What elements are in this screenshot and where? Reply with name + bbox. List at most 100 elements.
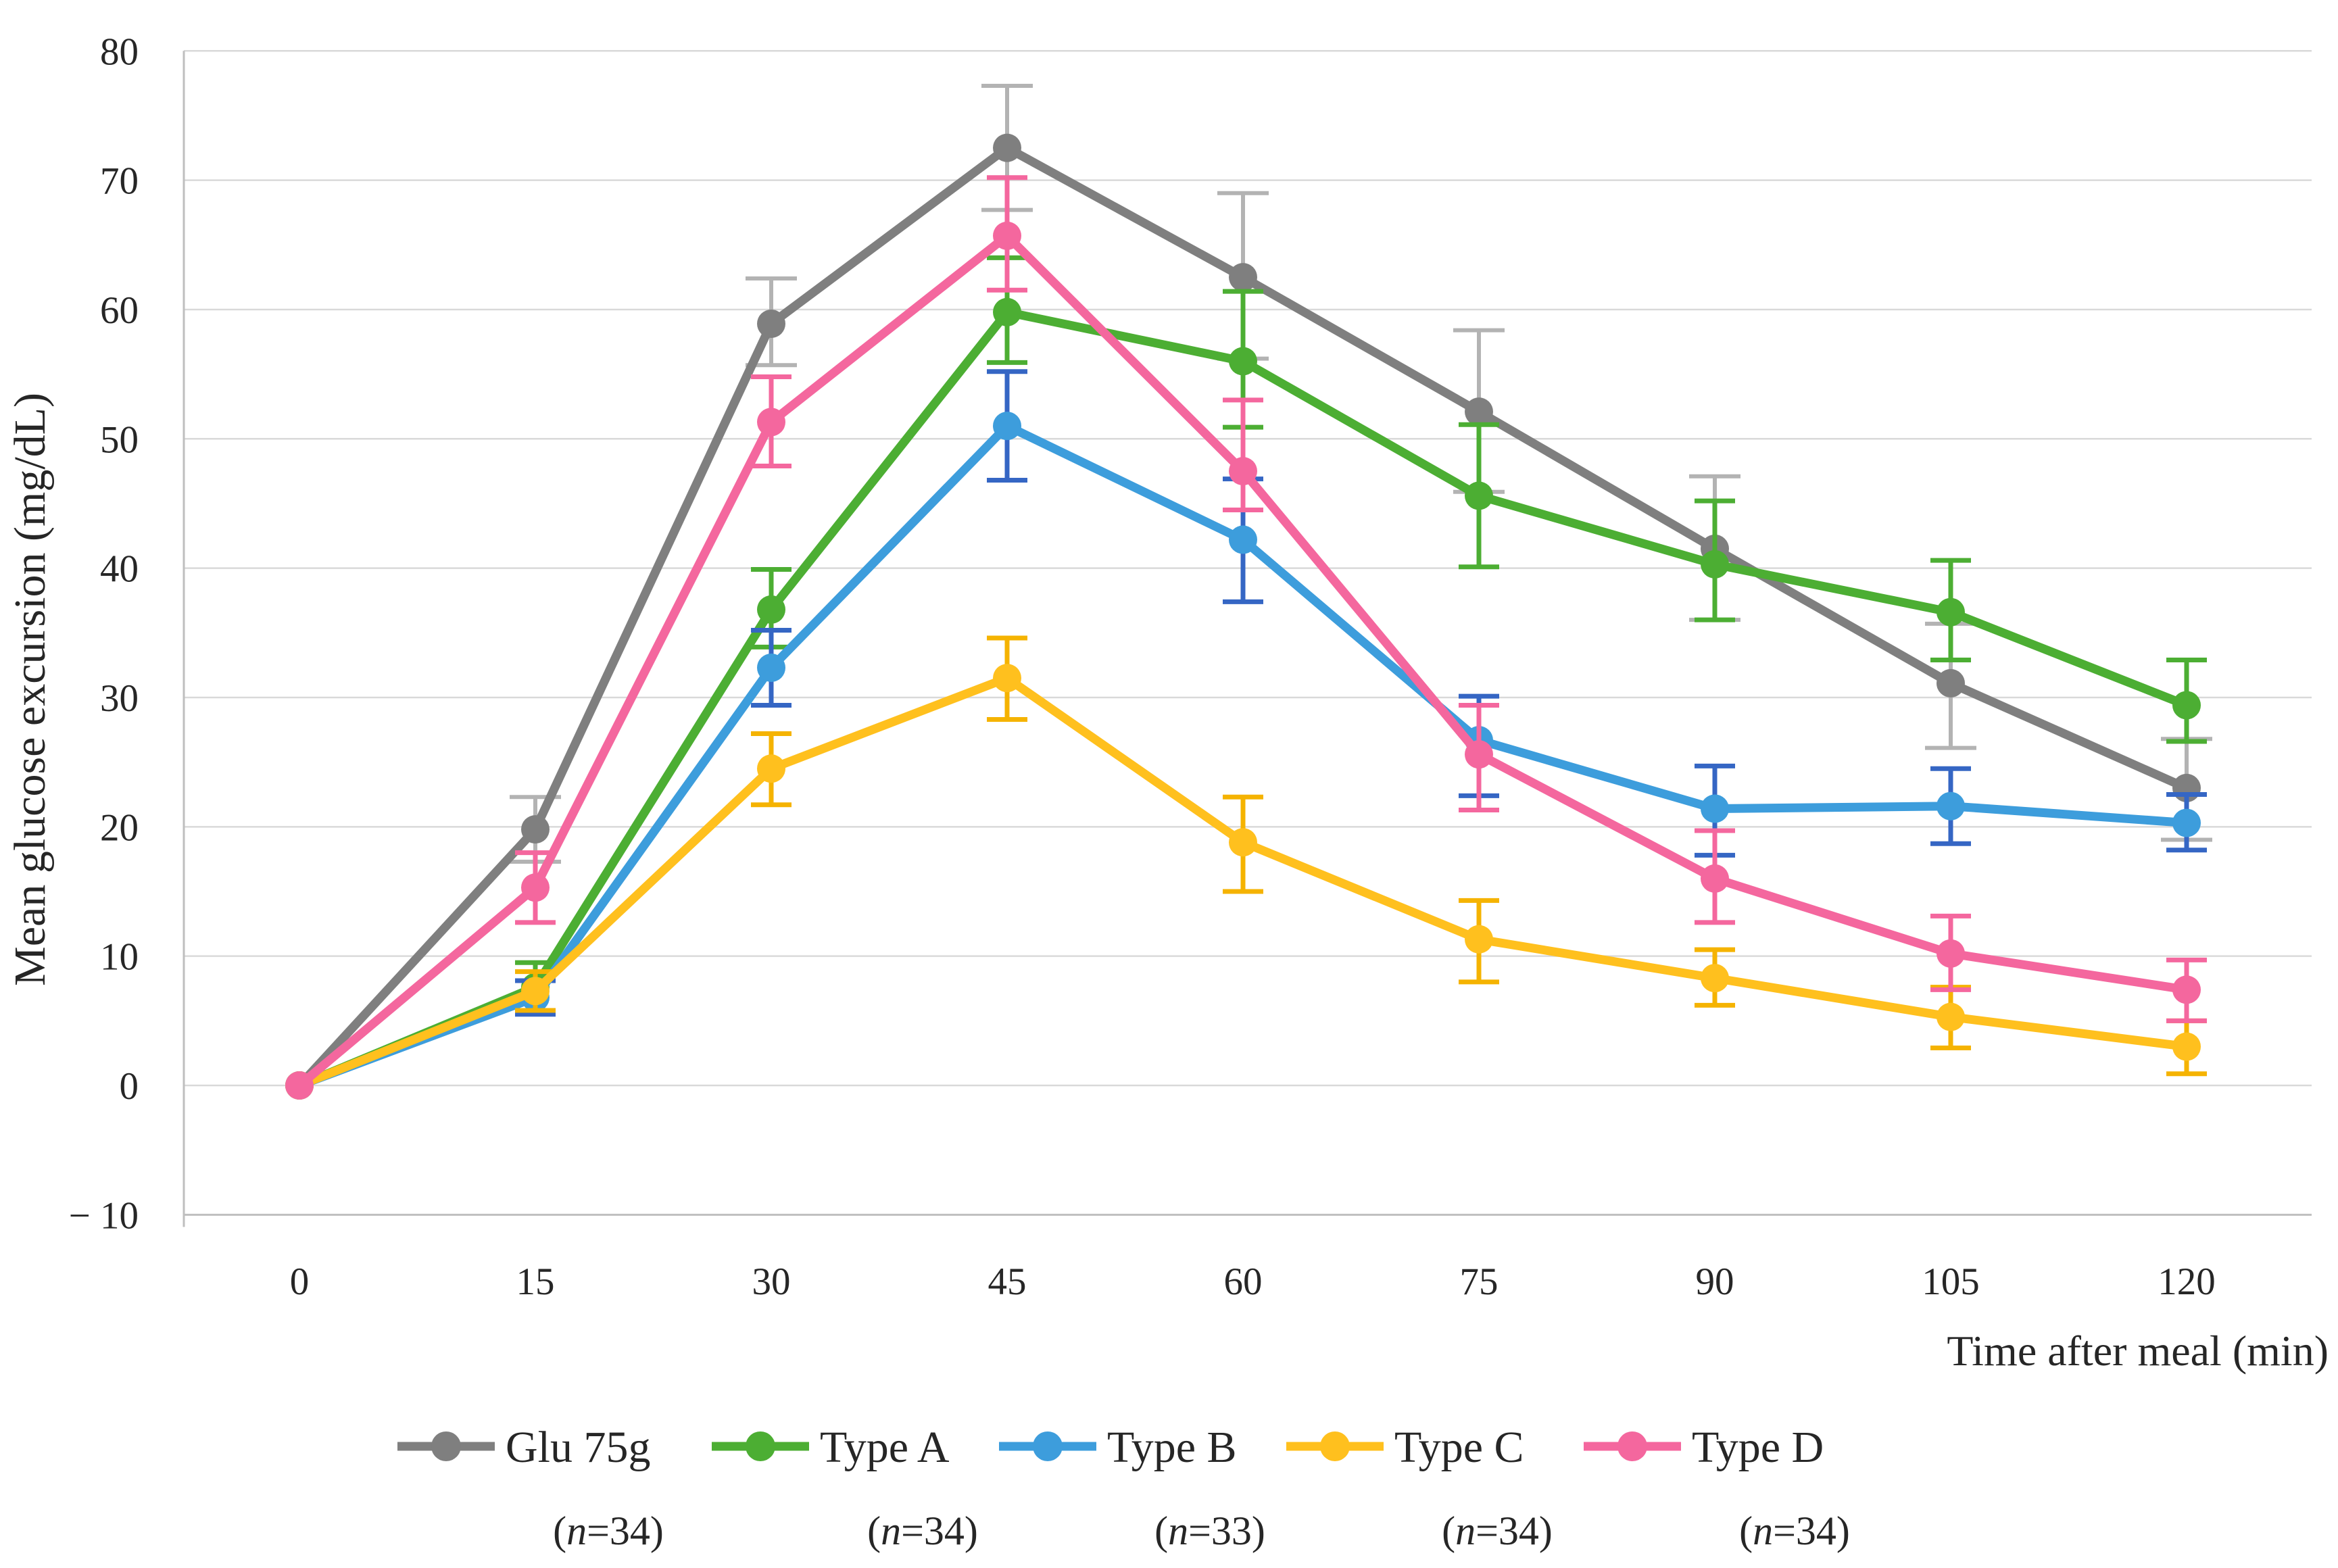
n-italic: n (566, 1509, 587, 1553)
n-italic: n (881, 1509, 901, 1553)
y-tick-label: 30 (100, 677, 139, 720)
n-rest: =33) (1188, 1509, 1265, 1553)
data-point-marker (1229, 525, 1257, 554)
legend-n-label: (n=34) (1442, 1509, 1553, 1553)
legend-n-label: (n=34) (1739, 1509, 1850, 1553)
data-point-marker (993, 297, 1021, 326)
series-type-a (285, 255, 2207, 1100)
n-italic: n (1455, 1509, 1476, 1553)
data-point-marker (1229, 457, 1257, 486)
series-layer (285, 83, 2212, 1100)
data-point-marker (757, 310, 785, 339)
data-point-marker (757, 653, 785, 682)
y-axis-title: Mean glucose excursion (mg/dL) (5, 393, 55, 986)
data-point-marker (1701, 549, 1729, 579)
data-point-marker (521, 977, 550, 1006)
data-point-marker (521, 815, 550, 844)
data-point-marker (1701, 794, 1729, 823)
data-point-marker (1465, 397, 1493, 426)
y-tick-label: − 10 (69, 1194, 139, 1237)
legend-label: Glu 75g (506, 1423, 651, 1472)
x-tick-label: 90 (1696, 1260, 1734, 1303)
series-type-c (285, 635, 2207, 1100)
n-italic: n (1168, 1509, 1188, 1553)
data-point-marker (993, 664, 1021, 693)
n-open: ( (1154, 1509, 1168, 1553)
legend-marker-dot (431, 1431, 461, 1461)
data-point-marker (1701, 864, 1729, 893)
x-tick-label: 15 (516, 1260, 555, 1303)
legend-label: Type A (820, 1423, 950, 1472)
data-point-marker (757, 595, 785, 624)
legend-label: Type D (1692, 1423, 1824, 1472)
y-tick-label: 10 (100, 936, 139, 979)
n-rest: =34) (901, 1509, 978, 1553)
data-point-marker (993, 221, 1021, 250)
data-point-marker (1937, 791, 1965, 820)
n-rest: =34) (587, 1509, 664, 1553)
data-point-marker (521, 873, 550, 902)
x-tick-label: 30 (752, 1260, 791, 1303)
legend-n-label: (n=34) (553, 1509, 664, 1553)
legend-marker-dot (1320, 1431, 1350, 1461)
tick-labels-layer: 80 70 60 50 40 30 20 10 0 − 10 0 15 30 45 60 75 90 105 120 (69, 30, 2216, 1303)
legend-n-label: (n=34) (867, 1509, 978, 1553)
x-tick-label: 60 (1224, 1260, 1263, 1303)
data-point-marker (2172, 975, 2201, 1004)
data-point-marker (1229, 347, 1257, 376)
legend-marker-dot (746, 1431, 775, 1461)
n-open: ( (1739, 1509, 1753, 1553)
y-tick-label: 70 (100, 160, 139, 203)
legend-item-type-b: Type B (n=33) (999, 1423, 1265, 1553)
legend-item-type-c: Type C (n=34) (1286, 1423, 1553, 1553)
x-tick-label: 0 (290, 1260, 310, 1303)
data-point-marker (1937, 668, 1965, 697)
x-axis-title: Time after meal (min) (1947, 1327, 2329, 1375)
data-point-marker (2172, 1032, 2201, 1061)
n-rest: =34) (1773, 1509, 1850, 1553)
x-tick-label: 45 (988, 1260, 1027, 1303)
legend-marker-dot (1033, 1431, 1063, 1461)
x-tick-label: 105 (1922, 1260, 1980, 1303)
data-point-marker (1229, 263, 1257, 292)
legend-label: Type C (1394, 1423, 1524, 1472)
data-point-marker (1937, 939, 1965, 968)
n-open: ( (1442, 1509, 1455, 1553)
x-tick-label: 120 (2158, 1260, 2216, 1303)
legend-marker-dot (1617, 1431, 1647, 1461)
data-point-marker (1701, 964, 1729, 993)
x-tick-label: 75 (1460, 1260, 1499, 1303)
data-point-marker (757, 754, 785, 783)
data-point-marker (757, 408, 785, 437)
data-point-marker (1465, 925, 1493, 954)
data-point-marker (1937, 1002, 1965, 1031)
data-point-marker (1465, 481, 1493, 510)
chart-legend: Glu 75g (n=34) Type A (n=34) Type B (n=3… (397, 1423, 1850, 1553)
n-rest: =34) (1476, 1509, 1553, 1553)
n-italic: n (1753, 1509, 1773, 1553)
data-point-marker (1465, 740, 1493, 769)
legend-item-type-a: Type A (n=34) (712, 1423, 978, 1553)
data-point-marker (1937, 597, 1965, 627)
y-tick-label: 60 (100, 289, 139, 332)
data-point-marker (1229, 828, 1257, 857)
n-open: ( (867, 1509, 881, 1553)
data-point-marker (993, 412, 1021, 441)
legend-n-label: (n=33) (1154, 1509, 1265, 1553)
data-point-marker (2172, 808, 2201, 837)
legend-item-glu-75g: Glu 75g (n=34) (397, 1423, 664, 1553)
data-point-marker (285, 1071, 314, 1100)
data-point-marker (2172, 691, 2201, 720)
n-open: ( (553, 1509, 566, 1553)
y-tick-label: 50 (100, 418, 139, 461)
legend-item-type-d: Type D (n=34) (1584, 1423, 1850, 1553)
y-tick-label: 20 (100, 806, 139, 849)
y-tick-label: 0 (120, 1065, 139, 1108)
legend-label: Type B (1107, 1423, 1237, 1472)
y-tick-label: 40 (100, 548, 139, 591)
series-type-d (285, 175, 2207, 1100)
y-tick-label: 80 (100, 30, 139, 73)
data-point-marker (993, 133, 1021, 162)
